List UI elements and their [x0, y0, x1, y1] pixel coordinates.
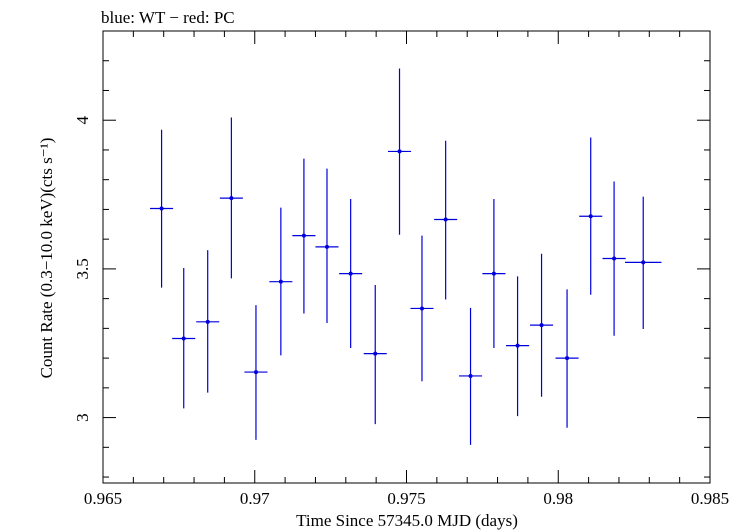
point-marker [348, 271, 353, 276]
x-tick-label: 0.965 [84, 489, 122, 508]
y-axis: 33.54 [73, 30, 710, 478]
data-point [269, 207, 293, 356]
y-tick-label: 3 [73, 413, 92, 422]
plot-frame [102, 30, 711, 484]
chart-title: blue: WT − red: PC [101, 8, 235, 27]
point-marker [159, 206, 164, 211]
point-marker [373, 351, 378, 356]
x-axis-title: Time Since 57345.0 MJD (days) [296, 511, 518, 530]
data-point [150, 129, 174, 288]
point-marker [324, 244, 329, 249]
y-tick-label: 4 [73, 115, 92, 124]
point-marker [443, 217, 448, 222]
point-marker [253, 370, 258, 375]
data-point [196, 250, 220, 393]
x-tick-label: 0.98 [543, 489, 573, 508]
data-point [482, 199, 506, 348]
point-marker [539, 323, 544, 328]
data-point [172, 268, 196, 409]
point-marker [565, 356, 570, 361]
data-point [506, 276, 530, 417]
data-point [292, 158, 316, 314]
point-marker [419, 306, 424, 311]
x-axis: 0.965 0.97 0.975 0.98 0.985 [84, 31, 729, 508]
point-marker [588, 214, 593, 219]
point-marker [229, 196, 234, 201]
data-point [315, 168, 339, 324]
data-point [363, 284, 387, 425]
data-point [434, 140, 458, 300]
data-point [244, 305, 268, 440]
data-point [602, 181, 626, 336]
data-point [219, 117, 243, 279]
point-marker [397, 149, 402, 154]
point-marker [641, 260, 646, 265]
x-tick-label: 0.985 [691, 489, 729, 508]
point-marker [301, 233, 306, 238]
x-tick-label: 0.97 [240, 489, 270, 508]
point-marker [181, 336, 186, 341]
point-marker [278, 279, 283, 284]
data-point [555, 289, 579, 428]
data-point [530, 253, 554, 397]
data-point [410, 235, 434, 382]
data-point [625, 196, 662, 329]
x-tick-label: 0.975 [387, 489, 425, 508]
point-marker [205, 319, 210, 324]
data-point [339, 199, 363, 348]
data-point [387, 68, 412, 235]
data-point [459, 307, 483, 445]
point-marker [491, 271, 496, 276]
point-marker [468, 373, 473, 378]
y-axis-title: Count Rate (0.3−10.0 keV)(cts s⁻¹) [37, 138, 56, 379]
point-marker [612, 256, 617, 261]
data-point [579, 137, 603, 295]
y-tick-label: 3.5 [73, 258, 92, 279]
point-marker [515, 343, 520, 348]
data-points [150, 68, 662, 445]
